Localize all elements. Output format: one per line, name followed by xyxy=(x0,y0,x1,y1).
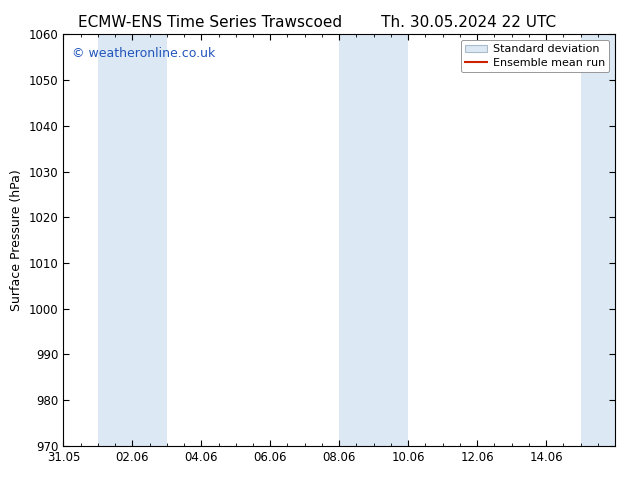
Y-axis label: Surface Pressure (hPa): Surface Pressure (hPa) xyxy=(10,169,23,311)
Bar xyxy=(581,34,615,446)
Text: ECMW-ENS Time Series Trawscoed        Th. 30.05.2024 22 UTC: ECMW-ENS Time Series Trawscoed Th. 30.05… xyxy=(78,15,556,30)
Bar xyxy=(98,34,167,446)
Bar xyxy=(339,34,408,446)
Legend: Standard deviation, Ensemble mean run: Standard deviation, Ensemble mean run xyxy=(460,40,609,72)
Text: © weatheronline.co.uk: © weatheronline.co.uk xyxy=(72,47,215,60)
